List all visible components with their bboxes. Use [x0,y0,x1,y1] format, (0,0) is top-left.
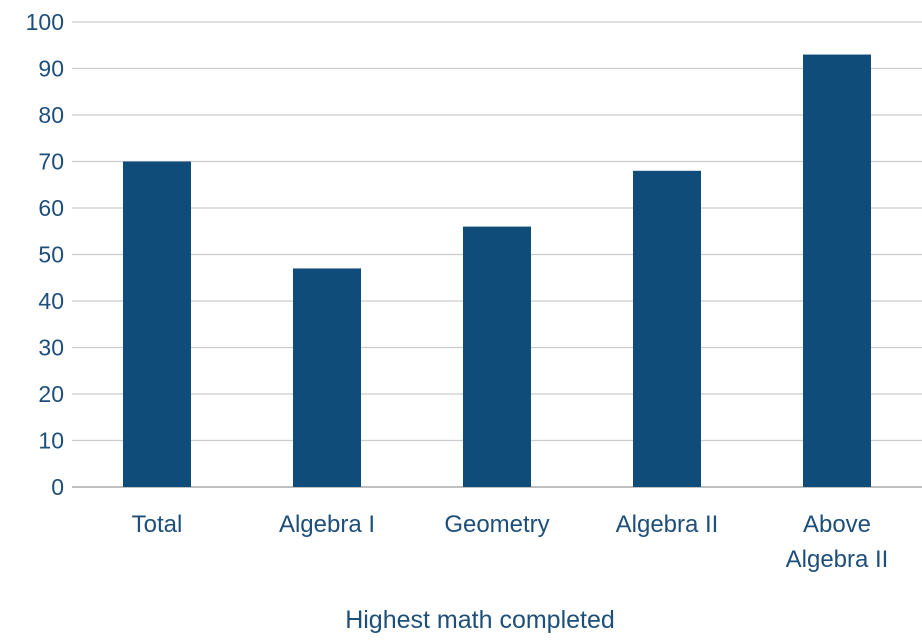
y-tick-label: 60 [38,195,64,221]
y-tick-label: 90 [38,56,64,82]
y-tick-label: 50 [38,242,64,268]
bar [803,54,871,488]
bar [123,161,191,487]
x-category-label: Algebra II [616,511,719,538]
y-tick-label: 40 [38,288,64,314]
x-category-label: Algebra I [279,511,375,538]
x-axis-title: Highest math completed [345,606,615,634]
x-category-label: Total [132,511,183,538]
bar [633,170,701,488]
y-tick-label: 20 [38,381,64,407]
x-axis-categories: Total Algebra I Geometry Algebra II Above Alg… [132,511,889,573]
y-tick-label: 100 [26,9,64,35]
y-tick-label: 10 [38,428,64,454]
y-tick-label: 70 [38,149,64,175]
x-category-label: Above Algebra II [786,511,889,573]
y-axis-ticks: 0 10 20 30 40 50 60 70 80 90 100 [26,9,64,500]
y-tick-label: 80 [38,102,64,128]
y-tick-label: 30 [38,335,64,361]
y-tick-label: 0 [51,474,64,500]
x-category-label: Geometry [444,511,549,538]
bar [293,268,361,487]
bar [463,226,531,487]
bars [123,54,871,488]
